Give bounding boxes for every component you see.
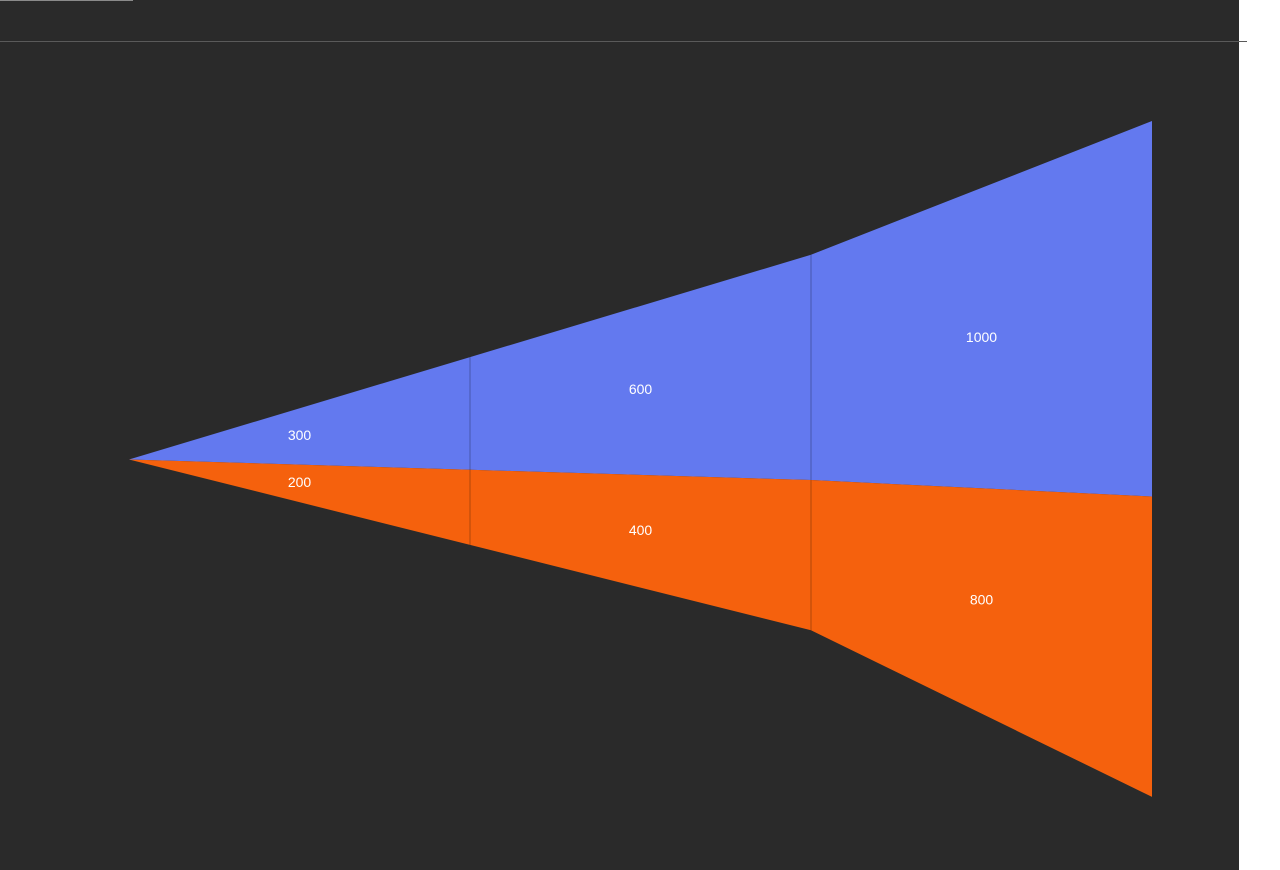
tab-underline [0,0,133,1]
chart-panel: 300 600 1000 200 400 800 [0,0,1239,870]
stacked-area-chart: 300 600 1000 200 400 800 [129,121,1152,797]
header-divider-tail [1239,41,1247,42]
value-label: 200 [288,474,312,490]
value-label: 400 [629,522,653,538]
series-area-lower [129,459,1152,797]
value-label: 1000 [966,329,997,345]
value-label: 600 [629,381,653,397]
header-divider [0,41,1239,42]
value-label: 300 [288,427,312,443]
series-area-upper [129,121,1152,497]
value-label: 800 [970,592,994,608]
